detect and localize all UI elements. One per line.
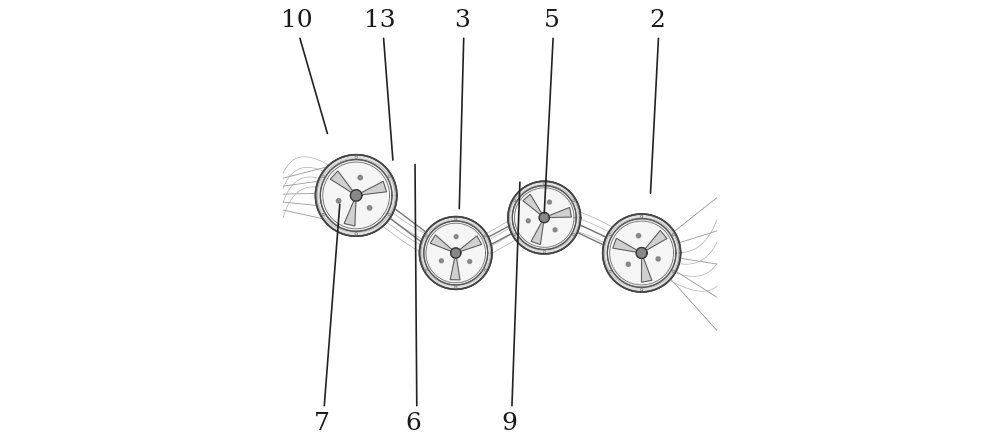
Polygon shape (315, 155, 397, 236)
Text: 5: 5 (544, 9, 560, 32)
Polygon shape (358, 175, 362, 180)
Text: 9: 9 (501, 412, 517, 435)
Text: 3: 3 (454, 9, 470, 32)
Polygon shape (539, 213, 549, 222)
Polygon shape (636, 234, 641, 238)
Polygon shape (419, 217, 492, 289)
Polygon shape (656, 257, 660, 261)
Polygon shape (547, 200, 551, 204)
Polygon shape (350, 190, 362, 201)
Polygon shape (454, 235, 458, 238)
Polygon shape (430, 235, 452, 251)
Text: 6: 6 (406, 412, 422, 435)
Polygon shape (344, 201, 356, 226)
Polygon shape (323, 162, 390, 229)
Polygon shape (508, 181, 581, 254)
Polygon shape (419, 217, 492, 289)
Polygon shape (315, 155, 397, 236)
Text: 7: 7 (314, 412, 330, 435)
Polygon shape (460, 236, 482, 251)
Polygon shape (426, 223, 486, 283)
Polygon shape (603, 214, 681, 292)
Polygon shape (626, 262, 630, 266)
Polygon shape (330, 171, 353, 192)
Polygon shape (603, 214, 681, 292)
Polygon shape (636, 247, 647, 258)
Polygon shape (553, 228, 557, 232)
Polygon shape (549, 207, 571, 218)
Polygon shape (439, 259, 443, 263)
Polygon shape (523, 194, 542, 214)
Text: 13: 13 (364, 9, 395, 32)
Polygon shape (508, 181, 581, 254)
Polygon shape (613, 238, 637, 252)
Polygon shape (645, 230, 667, 250)
Polygon shape (450, 258, 460, 280)
Polygon shape (336, 198, 341, 203)
Polygon shape (468, 260, 472, 263)
Polygon shape (610, 221, 674, 285)
Text: 10: 10 (281, 9, 312, 32)
Polygon shape (642, 258, 652, 282)
Polygon shape (531, 222, 544, 245)
Polygon shape (515, 188, 574, 247)
Text: 2: 2 (649, 9, 665, 32)
Polygon shape (526, 219, 530, 223)
Polygon shape (367, 206, 372, 210)
Polygon shape (361, 181, 386, 195)
Polygon shape (451, 248, 461, 258)
